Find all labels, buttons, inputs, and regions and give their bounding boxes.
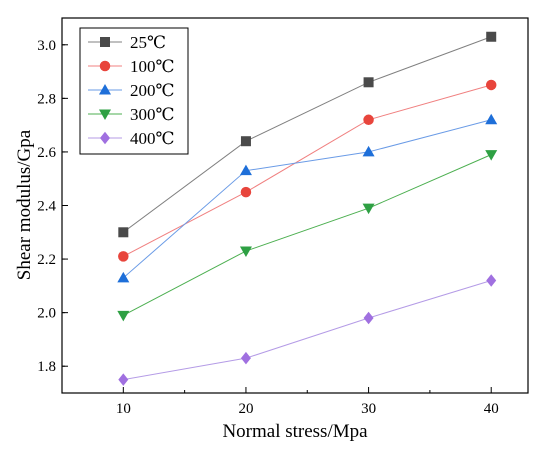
y-tick-label: 2.6: [37, 145, 56, 161]
data-point: [486, 274, 497, 287]
legend-marker: [100, 131, 110, 145]
x-tick-label: 30: [361, 401, 376, 417]
x-axis-label: Normal stress/Mpa: [222, 421, 368, 442]
legend-marker: [100, 37, 110, 47]
x-tick-label: 10: [116, 401, 131, 417]
y-axis-label: Shear modulus/Gpa: [14, 129, 35, 280]
y-tick-label: 1.8: [37, 359, 56, 375]
data-point: [239, 164, 252, 176]
y-tick-label: 2.8: [37, 91, 56, 107]
x-tick-label: 40: [484, 401, 499, 417]
data-point: [240, 136, 251, 147]
y-tick-label: 2.2: [37, 252, 56, 268]
data-point: [240, 351, 251, 365]
legend: 25℃ 100℃ 200℃ 300℃ 400℃: [79, 27, 189, 155]
legend-label: 200℃: [130, 81, 175, 100]
series-line: [123, 280, 492, 381]
data-point: [118, 227, 129, 238]
data-point: [240, 186, 252, 198]
data-point: [362, 203, 375, 215]
data-point: [485, 150, 498, 161]
data-point: [118, 251, 129, 262]
series-lines: [122, 36, 492, 381]
data-point: [239, 246, 252, 258]
legend-label: 300℃: [130, 105, 175, 124]
legend-marker: [99, 109, 111, 120]
data-point: [117, 271, 130, 283]
legend-label: 25℃: [130, 33, 166, 52]
data-point: [117, 310, 130, 322]
data-point: [485, 113, 498, 125]
series-line: [123, 36, 492, 233]
series-line: [123, 154, 492, 316]
data-point: [363, 311, 374, 325]
x-tick-label: 20: [238, 401, 253, 417]
data-point: [485, 79, 497, 91]
legend-marker: [99, 84, 111, 95]
x-axis-ticks: 10 20 30 40: [116, 387, 499, 417]
legend-marker: [99, 60, 111, 72]
y-tick-label: 3.0: [37, 38, 56, 54]
y-tick-label: 2.0: [37, 306, 56, 322]
data-point: [363, 114, 374, 126]
series-markers: [117, 31, 498, 386]
series-line: [122, 119, 492, 279]
data-point: [363, 77, 374, 88]
legend-label: 400℃: [130, 129, 175, 148]
data-point: [118, 373, 129, 386]
y-axis-ticks: 1.8 2.0 2.2 2.4 2.6 2.8 3.0: [37, 38, 68, 375]
legend-label: 100℃: [130, 57, 175, 76]
y-tick-label: 2.4: [37, 199, 56, 215]
legend-box: [79, 27, 189, 155]
data-point: [486, 31, 497, 42]
data-point: [362, 145, 375, 157]
